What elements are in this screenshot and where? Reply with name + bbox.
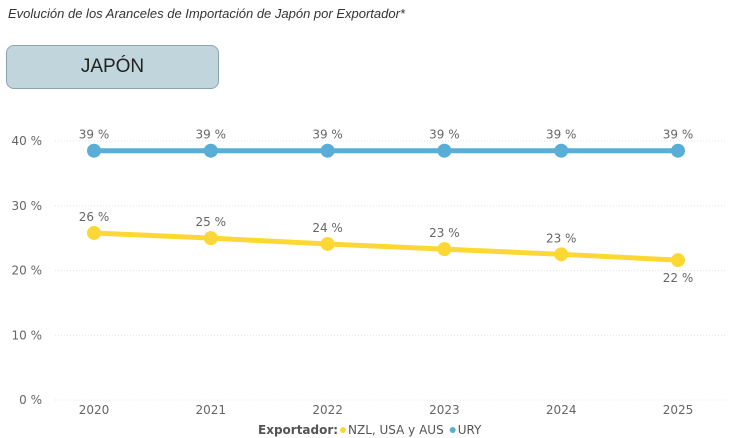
data-label: 39 % xyxy=(196,128,227,142)
x-tick-label: 2023 xyxy=(429,403,460,417)
data-label: 39 % xyxy=(546,128,577,142)
legend-item: URY xyxy=(458,423,482,437)
x-tick-label: 2025 xyxy=(663,403,694,417)
data-point xyxy=(437,242,452,257)
data-point xyxy=(320,143,335,158)
data-point xyxy=(87,143,101,158)
data-label: 24 % xyxy=(312,221,343,235)
data-point xyxy=(320,236,335,251)
data-label: 39 % xyxy=(79,128,110,142)
legend-item: NZL, USA y AUS xyxy=(348,423,444,437)
data-label: 23 % xyxy=(429,226,460,240)
x-tick-label: 2024 xyxy=(546,403,577,417)
y-tick-label: 20 % xyxy=(12,264,43,278)
x-tick-label: 2022 xyxy=(312,403,343,417)
data-label: 26 % xyxy=(79,210,110,224)
data-label: 39 % xyxy=(312,128,343,142)
data-point xyxy=(437,143,452,158)
series-line xyxy=(93,230,679,263)
data-point xyxy=(671,253,685,268)
x-tick-label: 2021 xyxy=(196,403,227,417)
data-label: 22 % xyxy=(663,271,694,285)
legend-marker xyxy=(340,427,346,433)
data-point xyxy=(203,231,218,246)
data-point xyxy=(203,143,218,158)
data-label: 39 % xyxy=(663,128,694,142)
y-tick-label: 10 % xyxy=(12,328,43,342)
chart-title: Evolución de los Aranceles de Importació… xyxy=(8,6,405,21)
data-label: 39 % xyxy=(429,128,460,142)
legend-marker xyxy=(449,427,456,433)
data-point xyxy=(87,225,101,240)
data-point xyxy=(554,143,569,158)
data-label: 23 % xyxy=(546,231,577,245)
data-point xyxy=(554,247,569,262)
y-tick-label: 0 % xyxy=(19,393,42,407)
x-tick-label: 2020 xyxy=(79,403,110,417)
y-tick-label: 40 % xyxy=(12,134,43,148)
data-label: 25 % xyxy=(196,215,227,229)
data-point xyxy=(671,143,685,158)
country-button[interactable]: JAPÓN xyxy=(6,45,219,89)
y-tick-label: 30 % xyxy=(12,199,43,213)
legend-title: Exportador: xyxy=(258,423,338,437)
